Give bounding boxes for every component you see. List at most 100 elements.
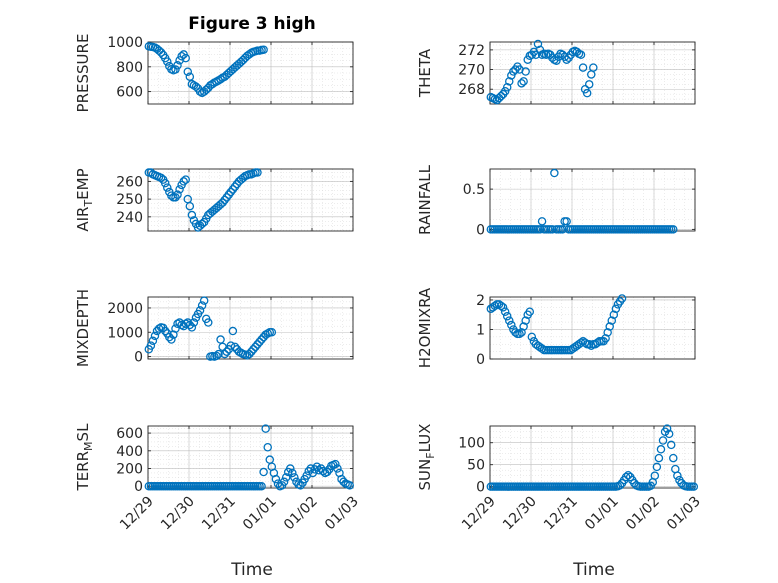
data-point [279, 477, 289, 487]
data-point [576, 338, 586, 348]
y-axis-label: H2OMIXRA [416, 287, 434, 368]
data-point [187, 210, 197, 220]
data-point [150, 331, 160, 341]
data-point [177, 52, 186, 61]
data-point [222, 347, 231, 356]
data-point [160, 326, 170, 336]
data-point [173, 190, 182, 199]
y-tick-label: 400 [116, 444, 143, 460]
y-tick-label: 600 [116, 85, 143, 101]
y-tick-label: 1000 [107, 325, 143, 341]
y-tick-label: 0 [134, 479, 143, 495]
data-point [183, 67, 193, 77]
data-point [318, 466, 328, 476]
data-point [163, 183, 172, 192]
data-point [584, 80, 594, 89]
y-tick-label: 2000 [107, 301, 143, 317]
data-point [197, 219, 207, 229]
data-point [181, 175, 190, 184]
y-tick-label: 272 [458, 43, 485, 59]
data-point [521, 316, 530, 325]
data-point [535, 225, 545, 234]
data-point [505, 316, 514, 325]
data-point [171, 65, 180, 74]
data-point [662, 424, 672, 433]
data-point [345, 481, 354, 490]
y-tick-label: 0 [476, 480, 485, 496]
subplot-pressure: 600 800 1000 PRESSURE [74, 34, 354, 112]
subplot-rainfall: 0 0.5 RAINFALL [416, 164, 696, 238]
y-axis-label: SUNFLUX [416, 424, 437, 491]
data-point [218, 198, 227, 207]
y-axis-label: TERRMSL [74, 423, 95, 492]
data-point [187, 323, 197, 332]
data-point [558, 225, 567, 234]
data-point [259, 45, 268, 54]
data-point [537, 344, 547, 353]
y-tick-label: 0 [476, 352, 485, 368]
data-point [156, 48, 166, 57]
data-point [500, 307, 510, 317]
data-point [656, 445, 666, 454]
data-point [601, 334, 610, 343]
y-axis-label-subscript: T [82, 200, 95, 208]
data-point [286, 464, 295, 473]
data-point [505, 77, 514, 86]
data-point [654, 453, 664, 463]
figure-title: Figure 3 high [188, 14, 316, 34]
data-point [333, 464, 342, 473]
data-point [615, 481, 625, 490]
data-point [165, 332, 174, 342]
data-point [582, 88, 592, 98]
y-axis-label: RAINFALL [416, 164, 434, 235]
data-point [658, 436, 668, 445]
data-point [167, 191, 176, 200]
data-point [562, 55, 571, 64]
data-point [533, 39, 543, 49]
data-point [245, 349, 254, 359]
data-point [498, 303, 508, 312]
data-point [273, 479, 283, 488]
data-point [173, 61, 182, 70]
data-point [224, 190, 234, 199]
data-point [511, 328, 520, 337]
data-point [156, 173, 166, 183]
y-axis-label-subscript: F [424, 452, 437, 458]
data-point [167, 335, 176, 344]
y-tick-label: 200 [116, 462, 143, 478]
subplot-theta: 268 270 272 THETA [416, 39, 696, 105]
data-point [288, 468, 297, 478]
data-point [281, 473, 291, 482]
data-point [673, 471, 682, 480]
data-point [226, 341, 236, 350]
axes-frame [147, 41, 354, 105]
data-point [171, 193, 180, 202]
data-point [537, 217, 547, 226]
data-point [490, 301, 500, 311]
y-axis-label-main: TERR [74, 451, 92, 492]
data-point [669, 453, 678, 463]
data-point [322, 467, 332, 477]
data-point [664, 429, 674, 439]
data-point [183, 318, 193, 327]
data-point [550, 168, 559, 178]
data-point [247, 347, 256, 356]
data-point [185, 72, 195, 81]
y-tick-label: 0.5 [463, 182, 485, 198]
data-point [197, 301, 207, 310]
data-point [253, 340, 262, 349]
data-point [496, 301, 506, 311]
data-point [603, 328, 612, 337]
data-point [163, 57, 172, 66]
data-point [605, 322, 614, 331]
data-point [584, 339, 594, 349]
data-point [160, 178, 170, 188]
data-point [220, 349, 229, 359]
axes-frame [489, 296, 696, 360]
data-point [263, 443, 272, 452]
axes-frame [147, 168, 354, 232]
y-axis-label: THETA [416, 48, 434, 98]
data-point [171, 324, 180, 333]
data-point [515, 329, 524, 339]
